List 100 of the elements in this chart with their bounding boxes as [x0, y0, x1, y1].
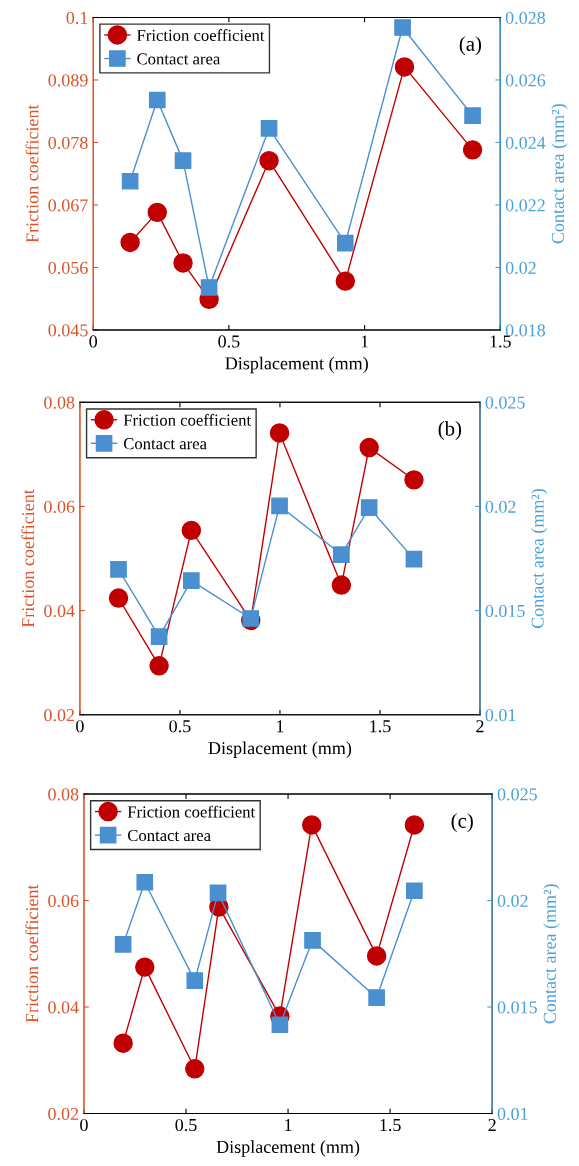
y-tick-label: 0.02: [44, 709, 75, 722]
legend-label: Friction coefficient: [123, 413, 252, 426]
point: [150, 628, 168, 645]
point: [336, 234, 354, 252]
point: [174, 152, 192, 169]
y2-tick-label: 0.028: [505, 11, 546, 25]
point: [394, 19, 411, 36]
y-tick-label: 0.08: [48, 788, 79, 801]
point: [404, 815, 425, 835]
x-tick-label: 1: [285, 1119, 292, 1131]
point: [186, 972, 204, 989]
point: [185, 1059, 205, 1079]
x-tick-label: 0: [89, 335, 98, 348]
point: [260, 120, 278, 137]
point: [108, 588, 129, 608]
legend-label: Contact area: [137, 53, 221, 65]
x-tick-label: 1: [277, 720, 284, 733]
y-axis-title: Friction coefficient: [25, 884, 39, 1023]
point: [269, 423, 290, 443]
point: [200, 279, 218, 296]
point: [304, 932, 321, 949]
y-tick-label: 0.1: [66, 11, 88, 25]
y2-tick-label: 0.02: [505, 261, 536, 274]
y-tick-label: 0.045: [48, 324, 88, 337]
point: [368, 989, 385, 1006]
point: [394, 57, 415, 77]
x-tick-label: 1.5: [370, 720, 391, 733]
point: [462, 140, 483, 160]
annotation: (a): [459, 36, 482, 56]
y-tick-label: 0.056: [48, 261, 88, 274]
x-tick-label: 0.5: [169, 720, 191, 733]
point: [209, 884, 227, 902]
y2-tick-label: 0.015: [497, 1001, 537, 1014]
y-tick-label: 0.06: [44, 500, 75, 513]
y-tick-label: 0.067: [48, 199, 88, 212]
y2-tick-label: 0.018: [505, 324, 546, 337]
point: [149, 656, 169, 676]
point: [335, 271, 356, 291]
y-tick-label: 0.04: [48, 1001, 79, 1014]
y2-tick-label: 0.026: [505, 74, 546, 87]
point: [359, 437, 379, 458]
point: [271, 497, 288, 515]
x-tick-label: 1.5: [380, 1119, 401, 1132]
point: [181, 520, 202, 541]
point: [135, 957, 155, 977]
point: [136, 873, 154, 891]
y2-tick-label: 0.02: [485, 500, 516, 513]
y-tick-label: 0.04: [44, 604, 75, 618]
point: [366, 946, 387, 966]
x-tick-label: 2: [488, 1118, 496, 1131]
y-axis-title: Friction coefficient: [25, 104, 39, 243]
y2-axis-title: Contact area (mm²): [531, 488, 548, 629]
y-tick-label: 0.08: [44, 396, 75, 409]
x-axis-title: Displacement (mm): [208, 741, 352, 758]
point: [114, 936, 132, 953]
y-tick-label: 0.06: [48, 894, 79, 908]
point: [121, 172, 139, 190]
x-tick-label: 0: [80, 1118, 88, 1132]
x-tick-label: 0.5: [175, 1118, 197, 1132]
legend-label: Friction coefficient: [127, 805, 256, 818]
y2-tick-label: 0.024: [505, 136, 546, 150]
point: [406, 882, 423, 900]
y2-tick-label: 0.025: [497, 788, 537, 801]
legend-label: Contact area: [123, 438, 207, 450]
point: [405, 550, 423, 568]
point: [148, 91, 166, 109]
x-tick-label: 0.5: [218, 335, 240, 348]
point: [331, 575, 352, 595]
y2-tick-label: 0.01: [485, 709, 516, 722]
point: [182, 572, 200, 589]
x-tick-label: 1: [361, 335, 369, 348]
y2-tick-label: 0.02: [497, 894, 528, 908]
point: [464, 107, 481, 124]
annotation: (b): [438, 421, 462, 440]
x-axis-title: Displacement (mm): [225, 356, 368, 374]
y2-tick-label: 0.022: [505, 199, 545, 212]
point: [120, 232, 140, 253]
point: [302, 815, 322, 835]
point: [404, 470, 424, 490]
y-tick-label: 0.078: [48, 136, 88, 150]
y2-tick-label: 0.025: [485, 396, 525, 409]
point: [147, 202, 167, 223]
legend-label: Friction coefficient: [137, 29, 265, 41]
point: [333, 546, 350, 563]
y2-axis-title: Contact area (mm²): [551, 104, 568, 244]
x-tick-label: 2: [476, 720, 484, 733]
y2-tick-label: 0.01: [497, 1107, 528, 1121]
legend-label: Contact area: [127, 829, 211, 842]
point: [259, 150, 279, 171]
y2-axis-title: Contact area (mm²): [543, 884, 560, 1024]
y-axis-title: Friction coefficient: [21, 489, 35, 628]
x-tick-label: 0: [76, 720, 84, 733]
point: [173, 253, 193, 273]
point: [271, 1016, 289, 1034]
x-axis-title: Displacement (mm): [216, 1140, 360, 1157]
x-tick-label: 1.5: [490, 335, 511, 348]
y-tick-label: 0.089: [48, 74, 88, 87]
y-tick-label: 0.02: [48, 1107, 79, 1121]
y2-tick-label: 0.015: [485, 604, 525, 618]
point: [113, 1033, 133, 1053]
